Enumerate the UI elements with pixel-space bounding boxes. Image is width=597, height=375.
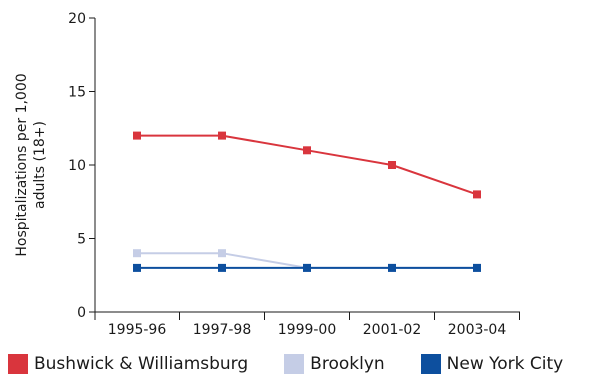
y-tick-label-1: 5 xyxy=(77,232,86,248)
series-0-point-2 xyxy=(303,146,311,155)
y-axis-title-line-1: Hospitalizations per 1,000 xyxy=(14,73,30,256)
legend-swatch-brooklyn xyxy=(284,354,305,374)
y-tick-label-3: 15 xyxy=(68,85,86,101)
series-2-point-1 xyxy=(218,263,226,272)
x-tick-label-2: 1999-00 xyxy=(278,322,337,338)
series-2-point-0 xyxy=(133,263,141,272)
series-0-point-1 xyxy=(218,131,226,140)
series-0-point-4 xyxy=(473,190,481,199)
x-tick-label-3: 2001-02 xyxy=(363,322,422,338)
legend-swatch-nyc xyxy=(420,354,441,374)
x-tick-label-1: 1997-98 xyxy=(193,322,252,338)
legend: Bushwick & Williamsburg Brooklyn New Yor… xyxy=(8,353,563,375)
series-1-point-0 xyxy=(133,249,141,258)
legend-item-nyc: New York City xyxy=(420,354,564,374)
series-0-point-0 xyxy=(133,131,141,140)
x-tick-label-0: 1995-96 xyxy=(108,322,167,338)
series-2-point-4 xyxy=(473,263,481,272)
y-tick-label-0: 0 xyxy=(77,305,86,321)
y-tick-label-2: 10 xyxy=(68,158,86,174)
legend-item-brooklyn: Brooklyn xyxy=(284,354,385,374)
axes: 0 5 10 15 20 1995-96 1997-98 1999-00 2001-02 2003… xyxy=(68,11,520,338)
series-2-point-2 xyxy=(303,263,311,272)
series-line-0 xyxy=(137,134,478,196)
y-axis-title-line-2: adults (18+) xyxy=(32,121,48,209)
legend-item-bushwick: Bushwick & Williamsburg xyxy=(8,354,248,374)
legend-swatch-bushwick xyxy=(8,354,28,374)
legend-label-bushwick: Bushwick & Williamsburg xyxy=(34,354,249,374)
series-layer xyxy=(133,131,481,272)
series-1-point-1 xyxy=(218,249,226,258)
x-tick-label-4: 2003-04 xyxy=(448,322,507,338)
legend-label-brooklyn: Brooklyn xyxy=(310,354,385,374)
series-2-point-3 xyxy=(388,263,396,272)
line-chart: 0 5 10 15 20 1995-96 1997-98 1999-00 2001-02 2003… xyxy=(14,11,520,338)
series-0-point-3 xyxy=(388,161,396,169)
y-tick-label-4: 20 xyxy=(68,11,86,27)
legend-label-nyc: New York City xyxy=(446,354,564,374)
